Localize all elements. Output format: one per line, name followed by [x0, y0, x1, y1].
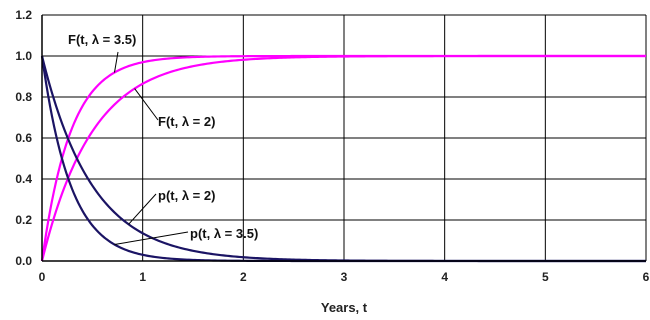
y-tick-label: 0.4 [15, 172, 32, 186]
y-tick-label: 1.2 [15, 8, 32, 22]
x-tick-label: 0 [39, 270, 46, 284]
annotation-label: F(t, λ = 2) [158, 114, 215, 129]
x-axis-label: Years, t [321, 300, 368, 315]
axes [41, 15, 646, 262]
series-line-F2 [40, 54, 646, 262]
annotation-leader [114, 231, 189, 245]
y-tick-label: 0.2 [15, 213, 32, 227]
x-tick-label: 6 [643, 270, 650, 284]
y-tick-label: 0.8 [15, 90, 32, 104]
y-tick-label: 1.0 [15, 49, 32, 63]
x-tick-label: 1 [139, 270, 146, 284]
annotation-leader [134, 88, 159, 121]
x-tick-label: 2 [240, 270, 247, 284]
annotation-leader [128, 193, 157, 225]
annotation-label: p(t, λ = 3.5) [190, 226, 258, 241]
annotation-label: p(t, λ = 2) [158, 188, 215, 203]
annotation-label: F(t, λ = 3.5) [68, 32, 136, 47]
x-tick-label: 4 [441, 270, 448, 284]
tick-labels: 0 1 2 3 4 5 6 0.0 0.2 0.4 0.6 0.8 1.0 1.2 [15, 8, 649, 284]
x-tick-label: 3 [341, 270, 348, 284]
y-tick-label: 0.6 [15, 131, 32, 145]
annotations: F(t, λ = 3.5) F(t, λ = 2) p(t, λ = 2) p(t, … [68, 32, 258, 245]
annotation-leader [113, 51, 119, 73]
y-tick-label: 0.0 [15, 254, 32, 268]
x-tick-label: 5 [542, 270, 549, 284]
